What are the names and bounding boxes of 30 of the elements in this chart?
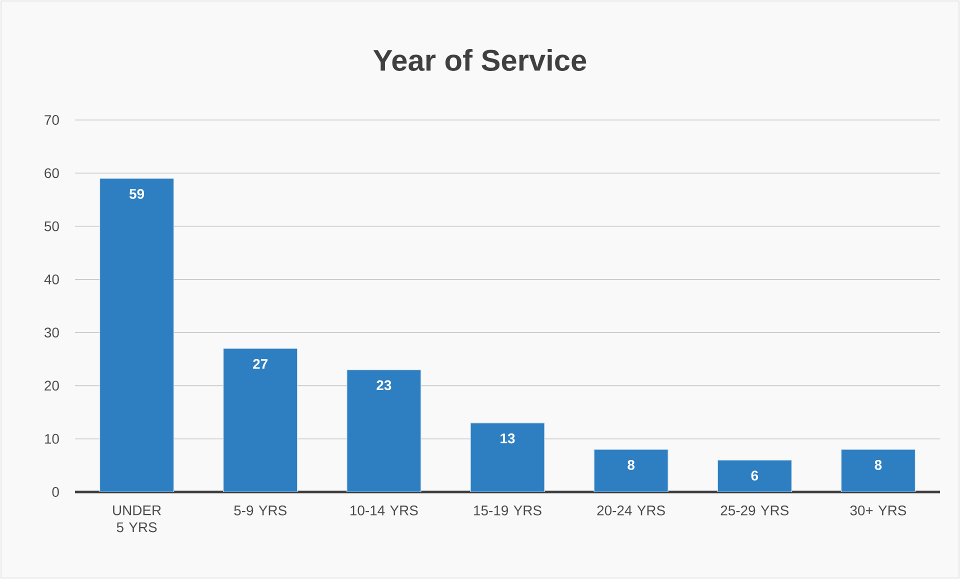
x-tick-label: 5-9 YRS bbox=[234, 506, 286, 516]
x-tick-label: 10-14 YRS bbox=[350, 506, 418, 516]
data-label: 59 bbox=[129, 188, 144, 199]
bar bbox=[840, 449, 916, 492]
data-label: 8 bbox=[628, 460, 635, 470]
x-tick-label: 30+ YRS bbox=[850, 506, 906, 516]
bar bbox=[717, 460, 792, 492]
y-tick-label: 30 bbox=[44, 328, 59, 338]
data-label: 6 bbox=[751, 470, 758, 481]
bar bbox=[594, 449, 668, 492]
bar bbox=[99, 178, 174, 492]
x-tick-label: 25-29 YRS bbox=[720, 506, 788, 516]
data-label: 13 bbox=[500, 433, 515, 444]
data-label: 27 bbox=[253, 359, 268, 369]
x-tick-label: 20-24 YRS bbox=[597, 506, 665, 516]
y-tick-label: 70 bbox=[44, 115, 59, 125]
bar bbox=[346, 369, 422, 492]
y-tick-label: 0 bbox=[52, 487, 59, 497]
data-label: 23 bbox=[376, 380, 392, 390]
x-tick-label: UNDER 5 YRS bbox=[113, 506, 161, 532]
chart-title: Year of Service bbox=[373, 49, 586, 71]
y-tick-label: 50 bbox=[44, 221, 59, 232]
y-tick-label: 20 bbox=[44, 380, 59, 391]
y-tick-label: 40 bbox=[44, 274, 59, 284]
x-tick-label: 15-19 YRS bbox=[474, 506, 542, 516]
bar bbox=[470, 422, 545, 492]
y-tick-label: 60 bbox=[44, 168, 59, 178]
y-tick-label: 10 bbox=[45, 434, 59, 444]
bar bbox=[223, 348, 298, 492]
data-label: 8 bbox=[874, 460, 882, 470]
